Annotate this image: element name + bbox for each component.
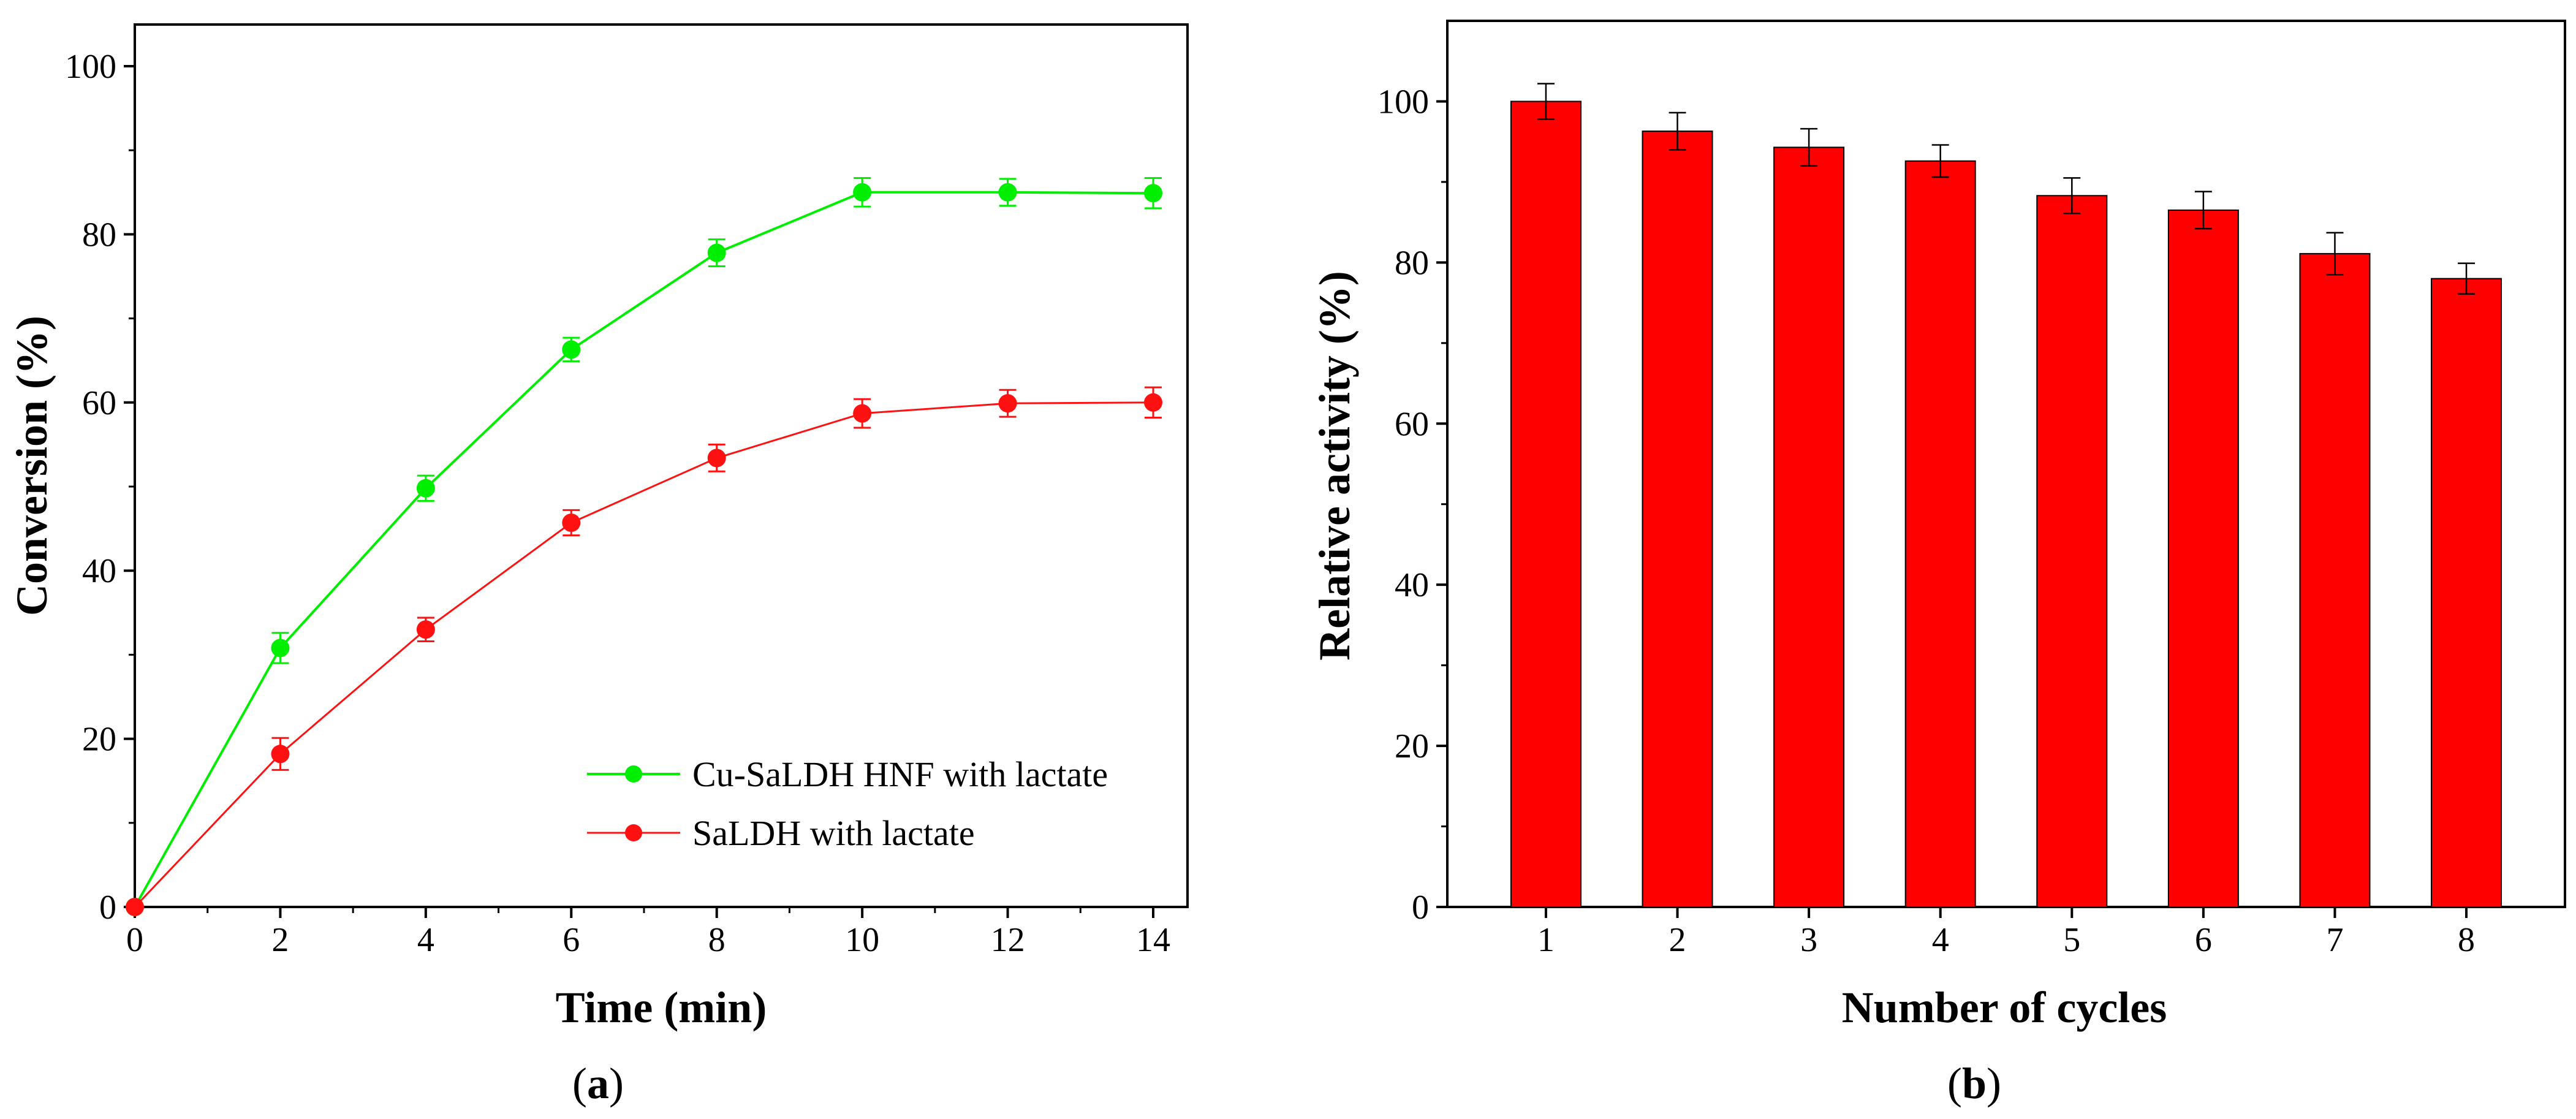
panel-a-y-axis-title: Conversion (%) [7,316,56,616]
b-bar [2037,195,2107,907]
a-data-point [708,449,726,467]
panel-a-x-axis: 0 2 4 6 8 10 12 14 [126,907,1170,959]
a-data-point [853,404,871,423]
a-data-point [417,479,435,498]
b-bar [1643,131,1713,907]
a-x-tick-label: 10 [845,921,879,959]
a-data-point [999,394,1017,412]
panel-b-x-axis: 1 2 3 4 5 6 7 8 [1537,907,2475,959]
b-bar [2300,254,2370,907]
panel-b-label: (b) [1947,1059,2001,1108]
b-x-tick-label: 2 [1669,921,1686,959]
b-y-tick-label: 20 [1395,727,1429,765]
panel-b-plot-frame [1447,21,2565,907]
a-x-tick-label: 14 [1136,921,1170,959]
b-x-tick-label: 4 [1932,921,1949,959]
a-x-tick-label: 4 [417,921,434,959]
b-bar [2431,279,2501,907]
panel-a-label-letter: a [587,1059,609,1108]
a-y-tick-label: 100 [65,48,116,86]
legend-marker-series-1 [625,765,642,783]
a-x-tick-label: 0 [126,921,143,959]
a-series-line [135,192,1153,907]
b-bar [2169,210,2238,907]
a-y-tick-label: 20 [82,721,116,759]
a-x-tick-label: 8 [708,921,725,959]
b-x-tick-label: 1 [1537,921,1555,959]
a-x-tick-label: 6 [563,921,580,959]
b-y-tick-label: 40 [1395,566,1429,604]
a-series-1 [126,178,1162,916]
b-x-tick-label: 8 [2458,921,2475,959]
b-x-tick-label: 6 [2195,921,2212,959]
panel-a-x-axis-title: Time (min) [556,983,767,1032]
a-data-point [1144,393,1162,412]
legend-marker-series-2 [625,824,642,841]
a-data-point [126,898,144,916]
a-y-tick-label: 0 [99,889,116,927]
b-x-tick-label: 5 [2063,921,2080,959]
a-data-point [417,620,435,639]
a-data-point [1144,184,1162,202]
panel-a-series-group [126,178,1162,916]
a-y-tick-label: 40 [82,552,116,590]
b-bar [1774,147,1844,907]
panel-b-y-axis: 0 20 40 60 80 100 [1377,83,1447,927]
a-y-tick-label: 60 [82,384,116,422]
panel-b-x-axis-title: Number of cycles [1842,983,2167,1032]
panel-a-label: (a) [572,1059,624,1108]
a-series-line [135,403,1153,907]
b-x-tick-label: 7 [2326,921,2343,959]
panel-b-bar-chart: 0 20 40 60 80 100 1 2 3 4 5 6 7 8 Number of cycles R… [1310,21,2565,1108]
figure: 020406080100 0 2 4 6 8 10 12 14 Time (min) Conv… [0,0,2576,1119]
b-x-tick-label: 3 [1800,921,1817,959]
b-bar [1511,101,1581,907]
b-y-tick-label: 80 [1395,244,1429,282]
legend-label-series-1: Cu-SaLDH HNF with lactate [692,754,1108,794]
b-y-tick-label: 60 [1395,405,1429,443]
a-data-point [271,639,289,657]
b-y-tick-label: 100 [1377,83,1429,121]
legend-label-series-2: SaLDH with lactate [692,813,975,853]
a-data-point [999,183,1017,202]
a-data-point [708,244,726,262]
panel-b-label-letter: b [1962,1059,1987,1108]
b-y-tick-label: 0 [1412,889,1429,927]
panel-a-line-chart: 0 20 40 60 80 100 0 2 4 6 8 10 12 14 Time (min) Conv… [7,25,1188,1108]
panel-a-legend: Cu-SaLDH HNF with lactate SaLDH with lac… [587,754,1108,853]
a-data-point [562,340,580,358]
a-data-point [562,514,580,532]
a-y-tick-label: 80 [82,216,116,254]
a-data-point [853,183,871,202]
panel-b-bars [1511,84,2501,907]
a-x-tick-label: 2 [271,921,289,959]
a-x-tick-label: 12 [991,921,1025,959]
panel-b-y-axis-title: Relative activity (%) [1310,271,1359,661]
b-bar [1906,161,1976,907]
a-data-point [271,745,289,763]
panel-a-y-axis: 0 20 40 60 80 100 [65,48,135,927]
